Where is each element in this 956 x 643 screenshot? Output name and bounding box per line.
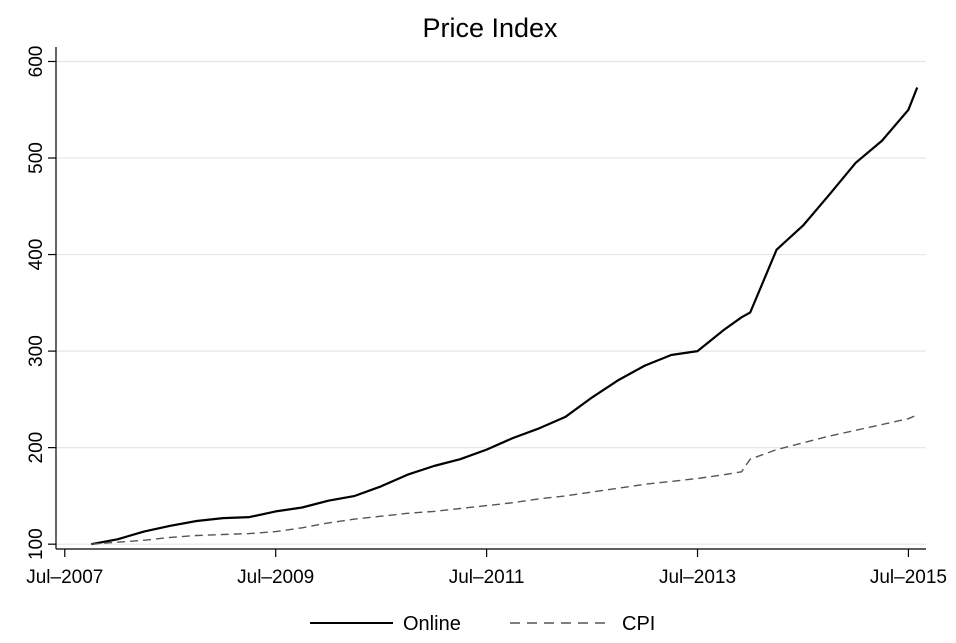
y-tick-label: 500 xyxy=(26,142,47,174)
x-tick-label: Jul–2007 xyxy=(26,567,103,588)
y-tick-label: 400 xyxy=(26,239,47,271)
x-tick-label: Jul–2015 xyxy=(870,567,947,588)
x-tick-label: Jul–2011 xyxy=(449,567,525,588)
gridlines xyxy=(56,60,926,545)
series-line-cpi xyxy=(91,414,918,545)
chart-title: Price Index xyxy=(422,13,558,43)
legend-label-online: Online xyxy=(403,613,461,635)
y-tick-label: 600 xyxy=(26,46,47,78)
y-tick-label: 300 xyxy=(26,335,47,367)
x-tick-label: Jul–2013 xyxy=(659,567,736,588)
legend-label-cpi: CPI xyxy=(622,613,655,635)
axes: 100 200 300 400 500 600 Jul–2007 Jul–2009 Jul–20… xyxy=(26,46,947,588)
series-line-online xyxy=(90,87,919,546)
series-lines xyxy=(90,87,919,546)
x-tick-label: Jul–2009 xyxy=(237,567,314,588)
y-tick-label: 200 xyxy=(26,432,47,464)
y-tick-label: 100 xyxy=(26,528,47,560)
legend: Online CPI xyxy=(310,613,655,635)
